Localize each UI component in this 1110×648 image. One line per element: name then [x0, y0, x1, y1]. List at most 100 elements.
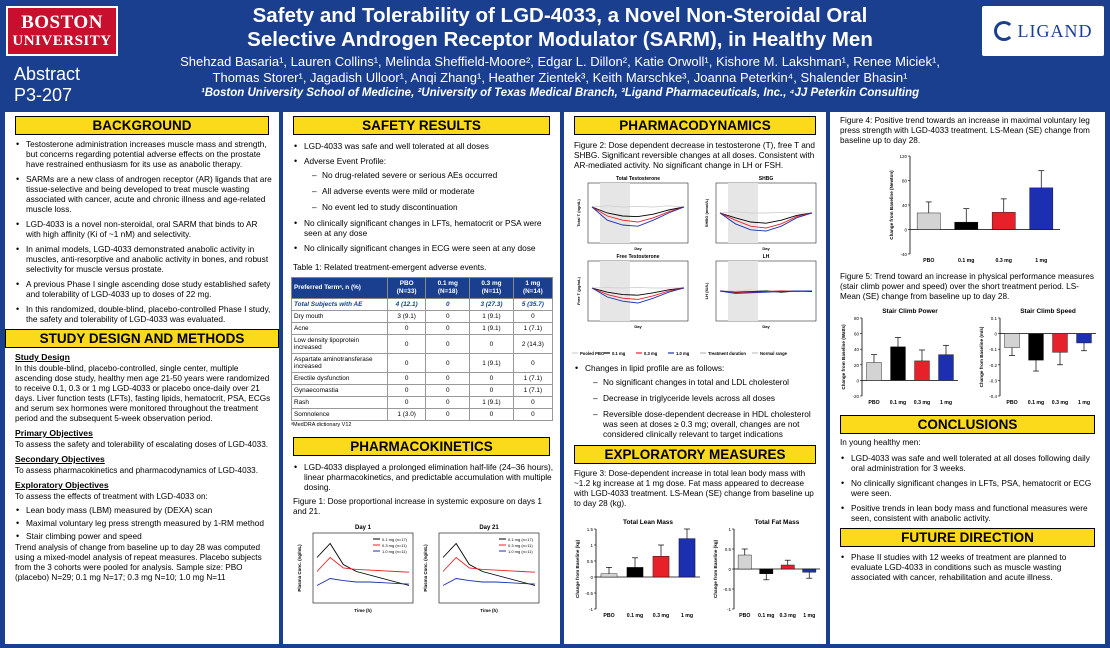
- pd-series-line: [591, 287, 685, 296]
- x-tick-label: 1 mg: [1035, 258, 1047, 264]
- table-cell: Rash: [291, 396, 388, 409]
- x-axis-label: Day: [762, 324, 770, 329]
- x-tick-label: 1 mg: [940, 400, 952, 406]
- legend-label: 1.0 mg (n=11): [382, 549, 407, 554]
- pd-series-line: [719, 211, 812, 214]
- table-row: Erectile dysfunction 0 0 0 1 (7.1): [291, 372, 554, 385]
- table-cell: 0: [512, 353, 554, 373]
- y-tick-label: 20: [854, 363, 860, 368]
- lipid-intro: Changes in lipid profile are as follows:: [585, 363, 725, 373]
- panel-title: LH: [763, 254, 770, 260]
- y-tick-label: 120: [899, 154, 907, 159]
- table-cell: 1 (9.1): [469, 322, 514, 335]
- safety-bullet: LGD-4033 was safe and well tolerated at …: [293, 141, 554, 151]
- fig1-caption: Figure 1: Dose proportional increase in …: [293, 497, 542, 516]
- legend-label: 1.0 mg: [676, 351, 690, 356]
- affiliations: ¹Boston University School of Medicine, ²…: [200, 87, 920, 99]
- pd-series-line: [719, 212, 813, 224]
- lipid-bullet: Changes in lipid profile are as follows:…: [574, 363, 820, 439]
- pd-series-line: [591, 206, 685, 218]
- y-tick-label: -1: [727, 607, 731, 612]
- table-cell: 0: [425, 298, 471, 311]
- y-axis-label: Change from Baseline (m/s): [979, 326, 984, 387]
- pk-series-line: [442, 542, 536, 586]
- table-header-cell: Preferred Termᵃ, n (%): [291, 277, 388, 299]
- treatment-duration-band: [600, 261, 630, 321]
- lipid-item: Reversible dose-dependent decrease in HD…: [593, 409, 820, 439]
- table-header-row: Preferred Termᵃ, n (%) PBO (N=33) 0.1 mg…: [291, 277, 554, 299]
- pk-list: LGD-4033 displayed a prolonged eliminati…: [283, 462, 560, 492]
- pd-series-line: [591, 206, 685, 223]
- x-tick-label: 0.3 mg: [780, 613, 796, 619]
- y-axis-label: SHBG (nmol/L): [704, 198, 709, 227]
- bar: [1029, 187, 1054, 230]
- exploratory-heading: EXPLORATORY MEASURES: [574, 445, 816, 464]
- figure3-body-composition: -1 -0.5 0 0.5 1 1.5 Total Lean Mass Change from…: [575, 519, 820, 619]
- panel-title: Total Testosterone: [616, 176, 660, 182]
- conclusions-list: LGD-4033 was safe and well tolerated at …: [830, 453, 1105, 523]
- bar: [1076, 333, 1092, 344]
- exploratory-item: Maximal voluntary leg press strength mea…: [15, 518, 273, 528]
- pd-series-line: [719, 212, 813, 232]
- bar: [1028, 333, 1044, 361]
- x-tick-label: 0.3 mg: [1052, 400, 1068, 406]
- figure5-stair-climb: -20 0 20 40 60 80 Stair Climb Power Change from…: [841, 308, 1096, 406]
- table-cell: 0: [386, 396, 427, 409]
- y-tick-label: 1: [590, 543, 593, 548]
- y-tick-label: -0.3: [989, 378, 997, 383]
- table-cell: 4 (12.1): [386, 298, 427, 311]
- conclusions-heading: CONCLUSIONS: [840, 415, 1095, 434]
- fig3-caption: Figure 3: Dose-dependent increase in tot…: [574, 469, 814, 508]
- legend-label: 0.1 mg (n=17): [382, 537, 408, 542]
- table-cell: 2 (14.3): [512, 334, 554, 354]
- table-cell: Low density lipoprotein increased: [291, 334, 388, 354]
- pk-series-line: [442, 556, 536, 573]
- y-tick-label: -20: [852, 394, 859, 399]
- pd-series-line: [591, 286, 685, 289]
- table-cell: 0: [425, 353, 471, 373]
- secondary-objectives-text: To assess pharmacokinetics and pharmacod…: [15, 466, 259, 475]
- x-axis-label: Day: [762, 246, 770, 251]
- table-row: Aspartate aminotransferase increased 0 0 1 …: [291, 353, 554, 373]
- panel-title: Day 1: [355, 525, 372, 531]
- authors: Shehzad Basaria¹, Lauren Collins¹, Melin…: [150, 54, 970, 86]
- y-tick-label: 1.5: [587, 527, 594, 532]
- safety-heading: SAFETY RESULTS: [293, 116, 550, 135]
- pk-series-line: [316, 578, 410, 586]
- y-tick-label: 60: [854, 332, 860, 337]
- exploratory-item: Stair climbing power and speed: [15, 531, 273, 541]
- pd-series-line: [591, 206, 685, 227]
- bar: [914, 360, 930, 381]
- table-cell: 1 (9.1): [469, 396, 514, 409]
- y-tick-label: 0: [994, 332, 997, 337]
- background-bullet: In animal models, LGD-4033 demonstrated …: [15, 244, 273, 274]
- column-4: Figure 4: Positive trend towards an incr…: [830, 112, 1105, 644]
- study-design-text: In this double-blind, placebo-controlled…: [15, 364, 271, 423]
- future-bullet: Phase II studies with 12 weeks of treatm…: [840, 552, 1099, 582]
- panel-title: Free Testosterone: [617, 254, 660, 260]
- legend-label: 0.3 mg (n=11): [508, 543, 533, 548]
- ligand-logo: LIGAND: [982, 6, 1104, 56]
- lipid-item: Decrease in triglyceride levels across a…: [593, 393, 820, 403]
- x-axis-label: Time (h): [354, 608, 372, 613]
- table-footnote: ᵃMedDRA dictionary V12: [291, 422, 352, 428]
- x-axis-label: Day: [634, 246, 642, 251]
- panel-frame: [715, 260, 817, 322]
- fig4-caption: Figure 4: Positive trend towards an incr…: [840, 116, 1090, 145]
- bar: [600, 573, 618, 578]
- y-tick-label: -0.5: [585, 591, 593, 596]
- y-tick-label: 80: [854, 316, 860, 321]
- safety-bullet: Adverse Event Profile: No drug-related s…: [293, 156, 554, 212]
- table-cell: 0: [512, 408, 554, 421]
- x-tick-label: 1 mg: [681, 613, 693, 619]
- table-cell: 3 (27.3): [469, 298, 514, 311]
- background-bullet: In this randomized, double-blind, placeb…: [15, 304, 273, 324]
- lipid-item: No significant changes in total and LDL …: [593, 377, 820, 387]
- analysis-text: Trend analysis of change from baseline u…: [15, 543, 262, 582]
- table-row: Somnolence 1 (3.0) 0 0 0: [291, 408, 554, 421]
- table-cell: 0: [469, 372, 514, 385]
- abstract-number: P3-207: [14, 85, 73, 105]
- conclusion-bullet: Positive trends in lean body mass and fu…: [840, 503, 1099, 523]
- fig5-caption: Figure 5: Trend toward an increase in ph…: [840, 272, 1094, 301]
- pk-series-line: [442, 578, 536, 586]
